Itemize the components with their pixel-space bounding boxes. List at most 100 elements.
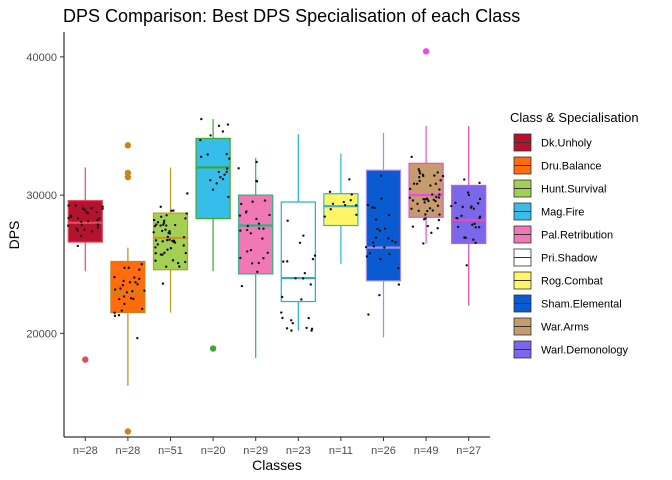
observation-point — [441, 174, 445, 178]
observation-point — [285, 327, 289, 330]
observation-point — [228, 157, 231, 160]
observation-point — [418, 172, 422, 175]
observation-point — [137, 277, 141, 281]
legend-item: Hunt.Survival — [513, 179, 606, 198]
legend-item: Dru.Balance — [513, 156, 602, 175]
observation-point — [374, 236, 378, 239]
observation-point — [132, 297, 135, 301]
observation-point — [438, 193, 441, 196]
observation-point — [159, 224, 162, 227]
box-body — [67, 200, 103, 243]
observation-point — [261, 237, 264, 240]
box-body — [323, 193, 359, 227]
observation-point — [168, 229, 171, 233]
observation-point — [379, 257, 382, 261]
legend-label: Dk.Unholy — [541, 138, 592, 150]
observation-point — [209, 179, 212, 182]
observation-point — [433, 174, 436, 177]
observation-point — [410, 207, 413, 211]
observation-point — [364, 246, 368, 249]
legend-item: Dk.Unholy — [513, 133, 592, 152]
observation-point — [119, 287, 122, 290]
observation-point — [474, 226, 477, 229]
observation-point — [257, 227, 261, 230]
y-axis-label: DPS — [6, 221, 22, 250]
plot-area — [66, 48, 487, 435]
observation-point — [280, 311, 283, 314]
observation-point — [129, 297, 133, 300]
observation-point — [310, 327, 314, 330]
observation-point — [154, 239, 158, 242]
x-tick-label: n=51 — [158, 445, 183, 457]
observation-point — [251, 200, 254, 203]
observation-point — [225, 170, 228, 174]
observation-point — [217, 124, 221, 128]
observation-point — [225, 167, 229, 170]
observation-point — [221, 177, 225, 181]
box-body — [195, 137, 231, 220]
observation-point — [290, 329, 293, 332]
observation-point — [350, 193, 353, 196]
observation-point — [246, 250, 249, 253]
observation-point — [366, 203, 370, 207]
observation-point — [166, 235, 170, 239]
observation-point — [286, 260, 289, 263]
observation-point — [113, 275, 116, 279]
observation-point — [266, 251, 269, 255]
observation-point — [170, 209, 173, 213]
observation-point — [199, 138, 202, 142]
legend-label: Mag.Fire — [541, 207, 584, 219]
observation-point — [86, 219, 90, 223]
observation-point — [133, 276, 136, 279]
legend-item: Pri.Shadow — [513, 248, 597, 267]
observation-point — [166, 248, 169, 251]
observation-point — [432, 198, 436, 202]
observation-point — [471, 223, 474, 226]
observation-point — [461, 205, 464, 209]
observation-point — [417, 168, 420, 171]
observation-point — [128, 281, 132, 284]
legend-title: Class & Specialisation — [510, 110, 639, 125]
observation-point — [76, 229, 79, 232]
observation-point — [165, 238, 169, 242]
observation-point — [371, 241, 375, 244]
observation-point — [122, 295, 126, 298]
observation-point — [456, 225, 460, 229]
observation-point — [262, 257, 265, 260]
observation-point — [286, 219, 289, 222]
box-pal-retribution — [237, 157, 274, 359]
y-tick-label: 30000 — [26, 190, 57, 202]
observation-point — [305, 326, 308, 330]
observation-point — [309, 283, 312, 286]
observation-point — [397, 283, 401, 286]
observation-point — [182, 244, 185, 247]
observation-point — [66, 224, 70, 227]
observation-point — [138, 268, 141, 271]
observation-point — [246, 224, 249, 228]
observation-point — [329, 208, 332, 211]
observation-point — [83, 208, 87, 211]
observation-point — [152, 218, 156, 222]
observation-point — [281, 316, 284, 320]
observation-point — [153, 225, 157, 228]
x-tick-label: n=28 — [73, 445, 98, 457]
x-tick-label: n=27 — [456, 445, 481, 457]
observation-point — [162, 223, 165, 226]
observation-point — [422, 242, 425, 245]
observation-point — [86, 212, 89, 215]
box-body — [280, 201, 316, 303]
observation-point — [90, 207, 93, 210]
observation-point — [463, 236, 466, 239]
observation-point — [435, 195, 438, 199]
observation-point — [378, 229, 382, 232]
observation-point — [331, 202, 335, 205]
observation-point — [173, 241, 177, 244]
observation-point — [98, 217, 101, 220]
observation-point — [159, 253, 163, 256]
observation-point — [226, 123, 230, 126]
outlier-point — [124, 173, 132, 181]
observation-point — [426, 209, 429, 213]
outlier-point — [422, 48, 430, 55]
observation-point — [263, 199, 267, 202]
observation-point — [430, 231, 433, 235]
